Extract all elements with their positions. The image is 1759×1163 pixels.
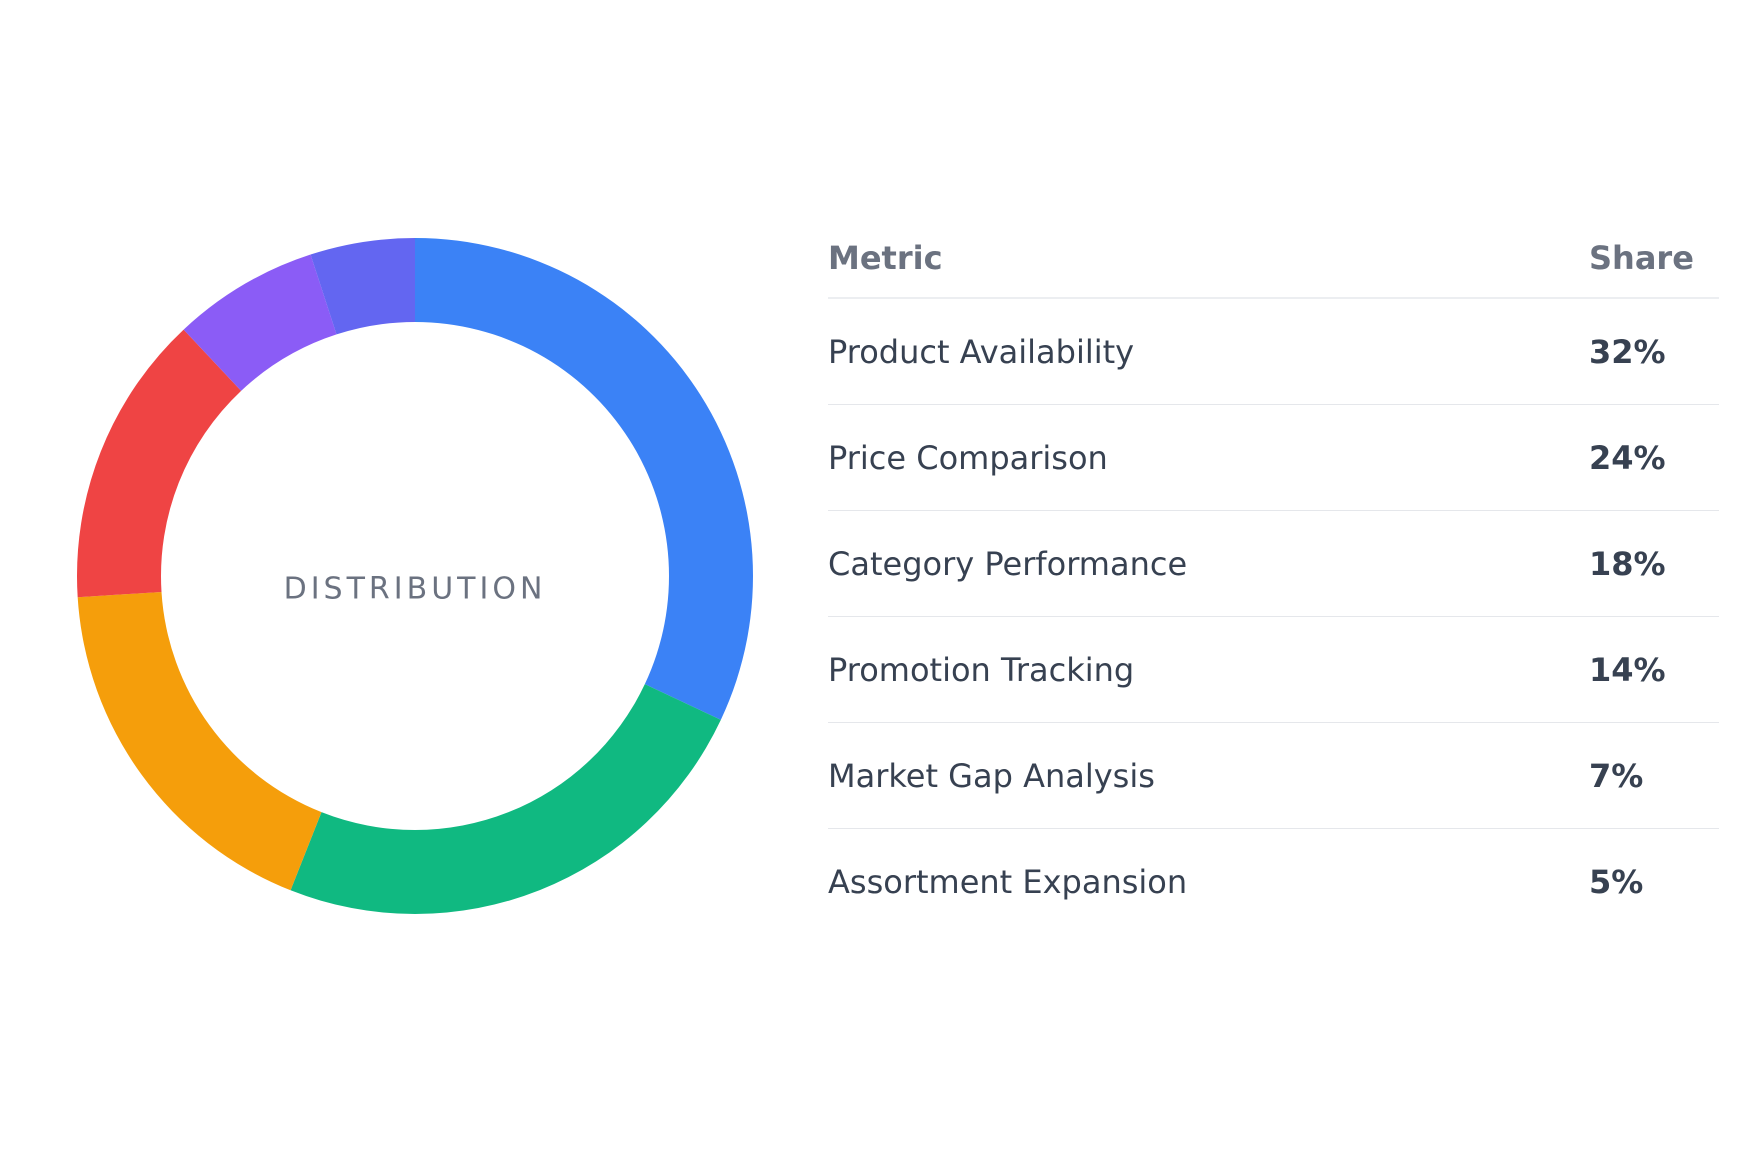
row-metric: Category Performance [828,544,1188,583]
donut-slice-market-gap-analysis [183,254,337,391]
donut-slice-product-availability [415,238,753,720]
row-metric: Promotion Tracking [828,650,1135,689]
table-row: Assortment Expansion 5% [828,829,1719,934]
donut-slices [77,238,753,914]
donut-chart: DISTRIBUTION [77,238,753,914]
table-row: Product Availability 32% [828,299,1719,405]
row-share: 24% [1589,438,1666,477]
share-table: Metric Share Product Availability 32% Pr… [828,219,1719,934]
donut-slice-category-performance [77,591,322,891]
header-share: Share [1589,239,1694,277]
table-row: Price Comparison 24% [828,405,1719,511]
donut-slice-price-comparison [290,684,721,914]
header-metric: Metric [828,239,943,277]
donut-center-label: DISTRIBUTION [284,572,547,607]
table-row: Promotion Tracking 14% [828,617,1719,723]
donut-slice-assortment-expansion [310,238,415,335]
row-share: 7% [1589,756,1644,795]
row-metric: Market Gap Analysis [828,756,1155,795]
row-metric: Product Availability [828,332,1135,371]
row-metric: Price Comparison [828,438,1108,477]
row-share: 18% [1589,544,1666,583]
table-row: Category Performance 18% [828,511,1719,617]
row-share: 32% [1589,332,1666,371]
row-share: 14% [1589,650,1666,689]
table-row: Market Gap Analysis 7% [828,723,1719,829]
table-header: Metric Share [828,219,1719,299]
donut-slice-promotion-tracking [77,329,242,598]
row-metric: Assortment Expansion [828,862,1188,901]
row-share: 5% [1589,862,1644,901]
